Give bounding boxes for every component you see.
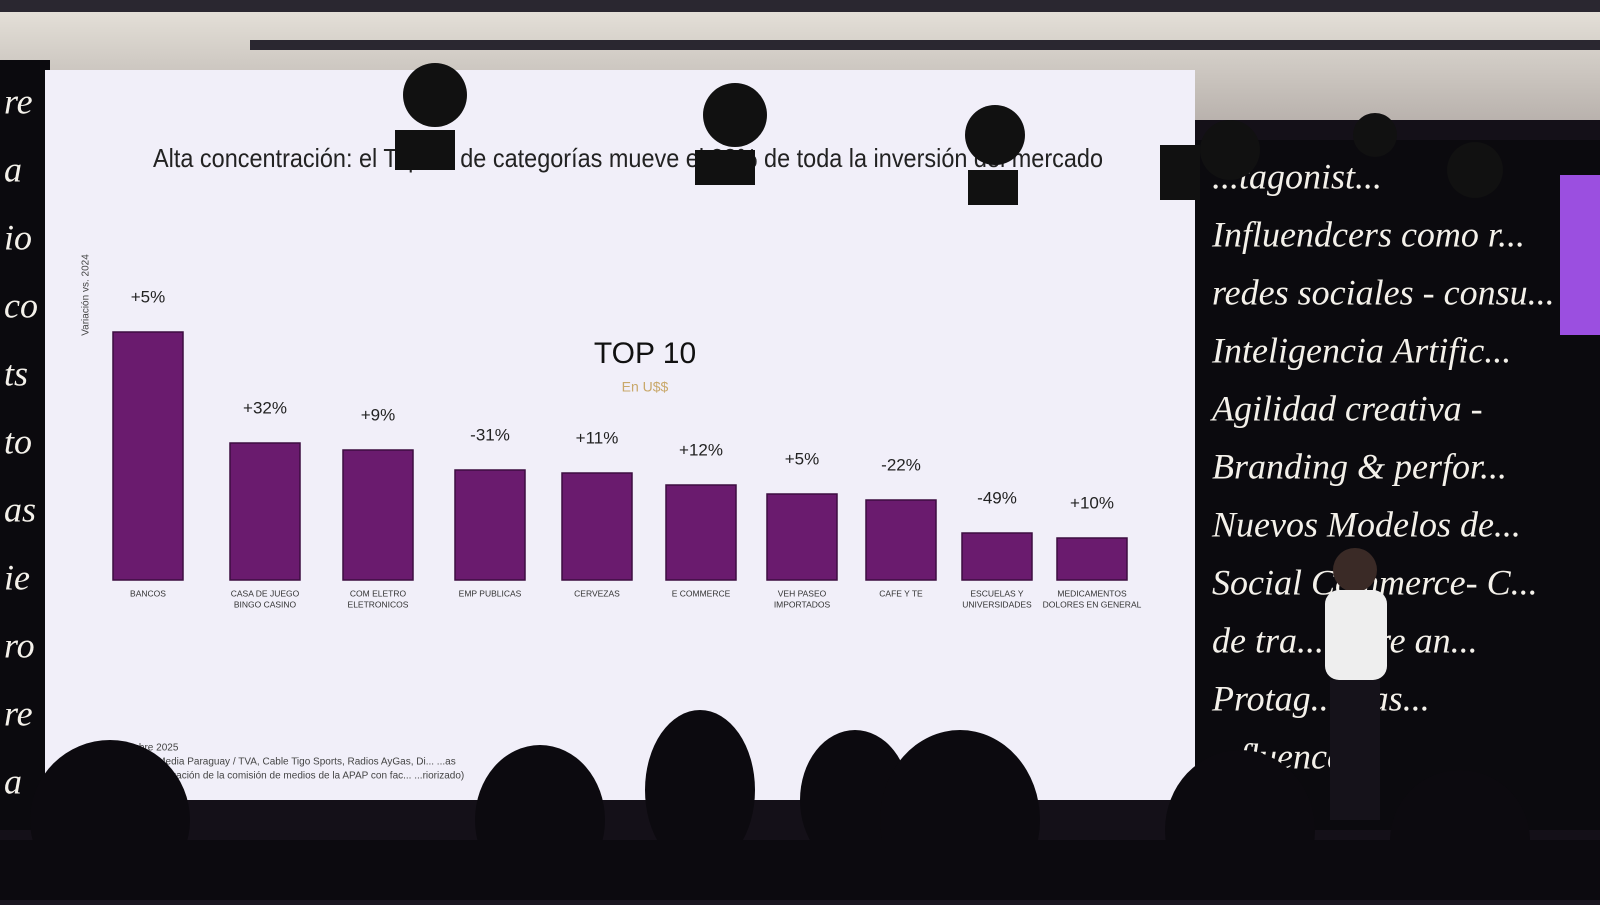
left-fragment: re	[4, 693, 33, 733]
side-screen-text: ...tagonist...Influendcers como r...rede…	[1210, 156, 1555, 776]
audience	[0, 710, 1600, 905]
change-label: +32%	[243, 398, 287, 417]
left-fragment: a	[4, 761, 22, 801]
x-tick-label: ESCUELAS Y	[970, 588, 1024, 598]
side-line: Branding & perfor...	[1212, 446, 1507, 486]
x-tick-label: BINGO CASINO	[234, 599, 297, 609]
bar	[766, 493, 838, 581]
x-tick-label: ELETRONICOS	[348, 599, 409, 609]
change-label: +12%	[679, 440, 723, 459]
x-tick-label: CERVEZAS	[574, 588, 620, 598]
left-screen-text: re a io co ts to as ie ro re a	[4, 81, 38, 801]
side-line: Protag... stas...	[1211, 678, 1430, 718]
left-fragment: to	[4, 421, 32, 461]
change-label: -31%	[470, 425, 510, 444]
x-tick-label: COM ELETRO	[350, 588, 407, 598]
x-tick-label: CASA DE JUEGO	[231, 588, 300, 598]
bar	[665, 484, 737, 581]
x-tick-label: CAFE Y TE	[879, 588, 923, 598]
x-tick-label: VEH PASEO	[778, 588, 827, 598]
left-screen	[0, 60, 50, 830]
side-line: Nuevos Modelos de...	[1211, 504, 1521, 544]
source-line: ...ubre 2025	[125, 743, 179, 754]
y-axis-label: Variación vs. 2024	[81, 254, 92, 336]
change-label: -22%	[881, 455, 921, 474]
left-fragment: ro	[4, 625, 35, 665]
left-fragment: co	[4, 285, 38, 325]
chart-title: Alta concentración: el Top 10 de categor…	[153, 143, 1103, 173]
change-label: +5%	[785, 449, 820, 468]
left-fragment: re	[4, 81, 33, 121]
x-tick-label: IMPORTADOS	[774, 599, 831, 609]
x-tick-label: E COMMERCE	[672, 588, 731, 598]
x-tick-label: DOLORES EN GENERAL	[1043, 599, 1142, 609]
change-label: +10%	[1070, 493, 1114, 512]
bar	[112, 331, 184, 581]
chart: Alta concentración: el Top 10 de categor…	[81, 143, 1142, 609]
stage-lights	[0, 0, 1600, 205]
source-line: ...OPE Media Paraguay / TVA, Cable Tigo …	[125, 757, 456, 768]
bar	[961, 532, 1033, 581]
slide-footer: ...ubre 2025 ...OPE Media Paraguay / TVA,…	[125, 743, 464, 782]
bar	[561, 472, 633, 581]
side-line: Influendcers como r...	[1211, 214, 1525, 254]
change-label: +9%	[361, 405, 396, 424]
x-tick-label: EMP PUBLICAS	[459, 588, 522, 598]
presenter	[1325, 548, 1387, 820]
chart-subtitle: TOP 10	[594, 337, 696, 370]
left-fragment: ts	[4, 353, 28, 393]
left-fragment: a	[4, 149, 22, 189]
bar	[865, 499, 937, 581]
change-label: +11%	[576, 428, 619, 447]
side-line: Agilidad creativa -	[1210, 388, 1483, 428]
bar	[1056, 537, 1128, 581]
slide	[45, 70, 1195, 800]
side-screen	[1195, 140, 1600, 830]
left-fragment: as	[4, 489, 36, 529]
left-fragment: ie	[4, 557, 30, 597]
side-accent	[1560, 175, 1600, 335]
source-line: ...e Investigación de la comisión de med…	[125, 771, 464, 782]
unit-note: En U$$	[622, 379, 669, 395]
bar	[229, 442, 301, 581]
side-line: Inteligencia Artific...	[1211, 330, 1511, 370]
x-tick-label: UNIVERSIDADES	[962, 599, 1032, 609]
x-tick-label: BANCOS	[130, 588, 166, 598]
change-label: +5%	[131, 287, 166, 306]
x-tick-label: MEDICAMENTOS	[1057, 588, 1127, 598]
change-label: -49%	[977, 488, 1017, 507]
left-fragment: io	[4, 217, 32, 257]
bar	[454, 469, 526, 581]
side-line: redes sociales - consu...	[1212, 272, 1555, 312]
bar	[342, 449, 414, 581]
